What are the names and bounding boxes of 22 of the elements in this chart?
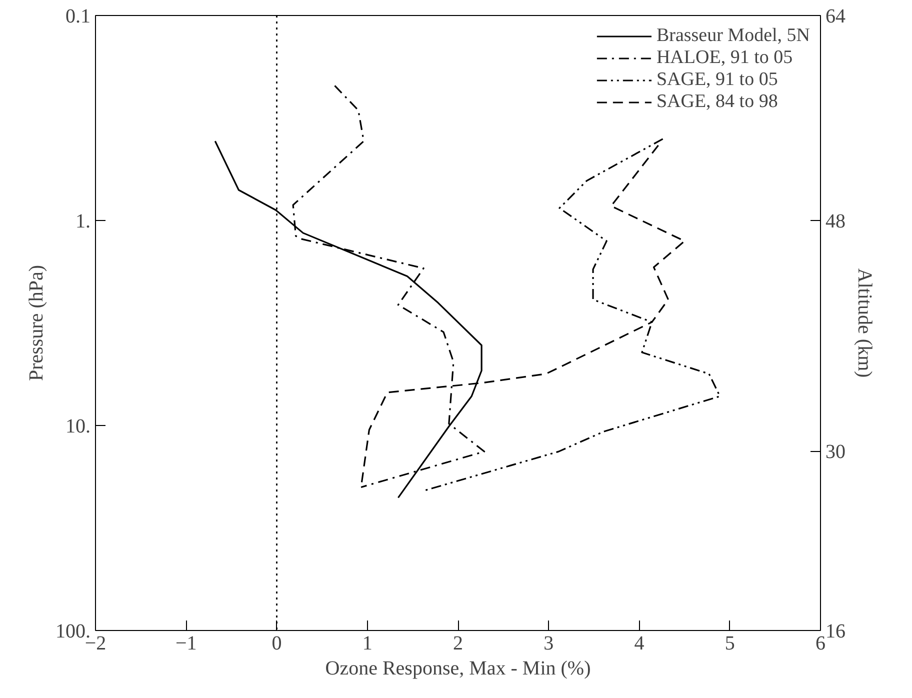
y2-tick-label: 30: [826, 441, 846, 464]
legend-label: HALOE, 91 to 05: [656, 47, 793, 69]
x-tick-label: −1: [175, 632, 197, 654]
y2-tick-label: 48: [826, 210, 846, 232]
legend-label: Brasseur Model, 5N: [656, 25, 810, 47]
x-tick-label: 2: [453, 632, 463, 654]
y-tick-label: 10.: [66, 416, 90, 438]
x-tick-label: 0: [272, 632, 282, 654]
x-tick-label: 6: [816, 632, 826, 654]
x-tick-label: 4: [634, 632, 644, 654]
x-tick-label: 5: [724, 632, 735, 654]
x-axis-title: Ozone Response, Max - Min (%): [325, 658, 591, 680]
y2-axis-title: Altitude (km): [854, 268, 876, 378]
y-axis-title: Pressure (hPa): [26, 264, 48, 382]
x-tick-label: 3: [544, 632, 554, 654]
y2-tick-label: 16: [826, 620, 846, 642]
y-tick-label: 1.: [76, 210, 90, 232]
legend-label: SAGE, 84 to 98: [656, 91, 778, 113]
x-tick-label: 1: [362, 632, 372, 654]
legend-label: SAGE, 91 to 05: [656, 69, 778, 91]
y2-tick-label: 64: [826, 6, 846, 28]
y-tick-label: 0.1: [66, 6, 90, 28]
